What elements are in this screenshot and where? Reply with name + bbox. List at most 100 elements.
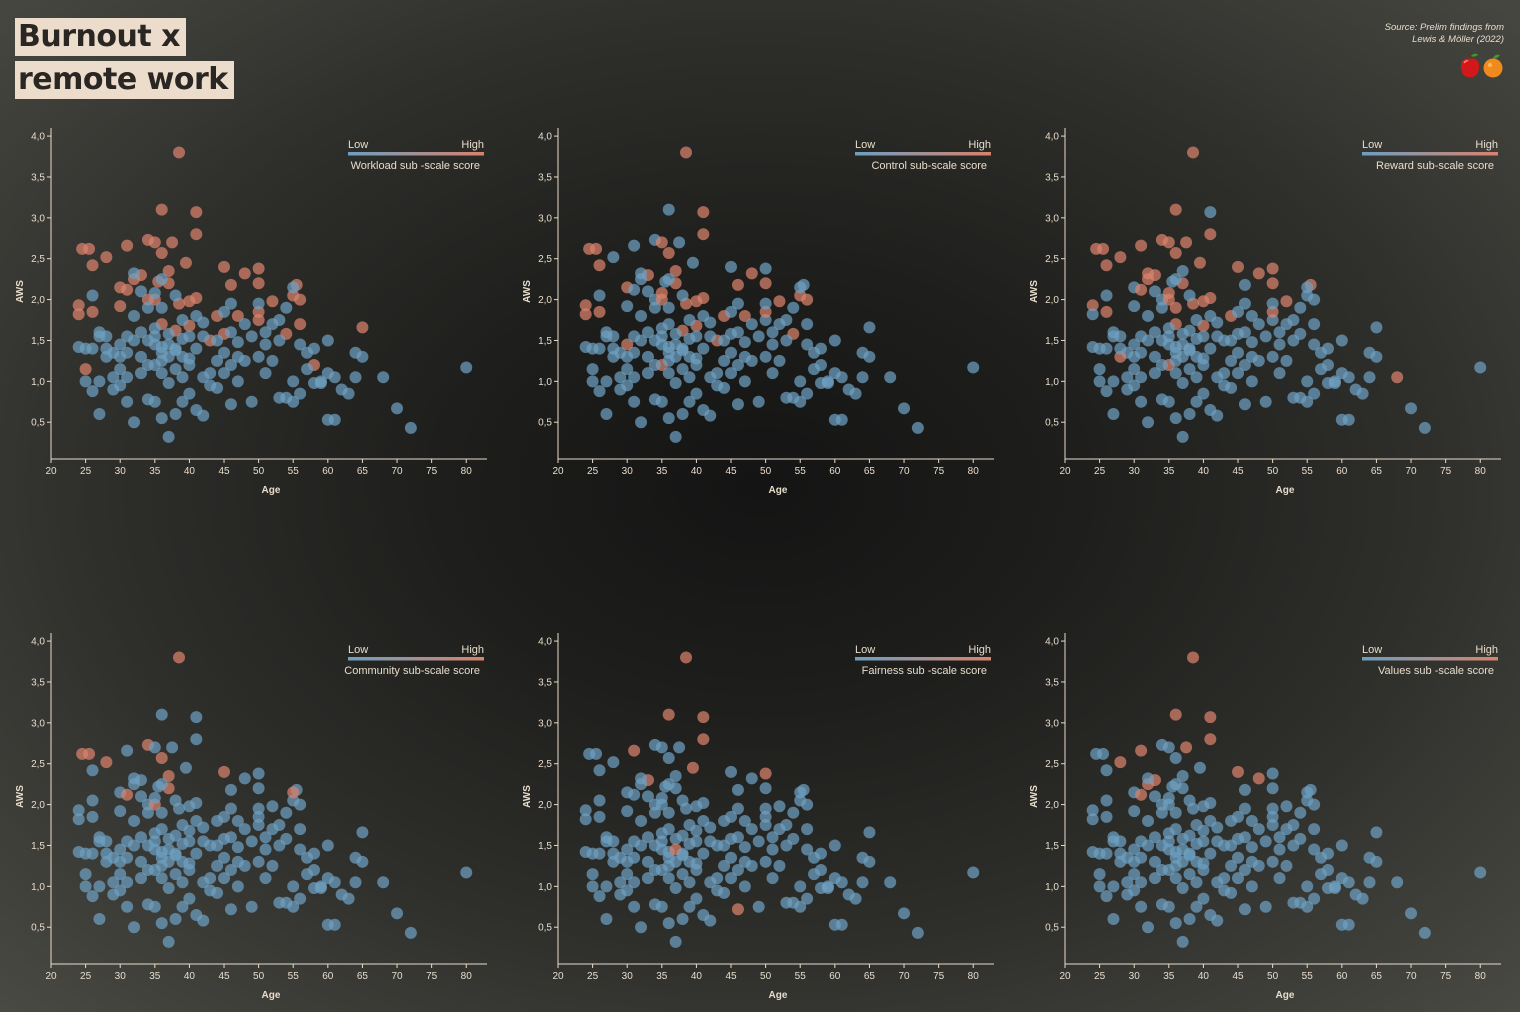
data-point: [1121, 371, 1134, 384]
data-point: [593, 794, 606, 807]
chart-community: 20 25 30 35 40 45 50 55 60 65 70 75 80 0,5 1,0 1,5 2,0 2,…: [10, 623, 490, 1003]
data-point: [697, 206, 710, 219]
data-point: [884, 371, 897, 384]
x-tick-label: 30: [115, 466, 127, 477]
data-point: [718, 859, 731, 872]
data-point: [1225, 886, 1238, 899]
data-point: [648, 358, 661, 371]
data-point: [204, 367, 217, 380]
y-tick-label: 1,5: [31, 841, 45, 852]
data-point: [1135, 283, 1148, 296]
data-point: [1183, 794, 1196, 807]
data-point: [1169, 859, 1182, 872]
data-point: [83, 242, 96, 255]
data-point: [190, 711, 203, 724]
data-point: [238, 318, 251, 331]
data-point: [1183, 289, 1196, 302]
legend-low-label: Low: [855, 139, 875, 151]
y-tick-label: 0,5: [1045, 418, 1059, 429]
data-point: [121, 788, 134, 801]
data-point: [252, 802, 265, 815]
data-point: [148, 322, 161, 335]
data-point: [162, 376, 175, 389]
data-point: [690, 352, 703, 365]
data-point: [752, 900, 765, 913]
data-point: [1301, 395, 1314, 408]
y-tick-label: 2,5: [1045, 254, 1059, 265]
data-point: [1197, 835, 1210, 848]
data-point: [148, 900, 161, 913]
data-point: [662, 806, 675, 819]
data-point: [169, 794, 182, 807]
data-point: [141, 863, 154, 876]
data-point: [780, 334, 793, 347]
data-point: [1142, 267, 1155, 280]
data-point: [1100, 385, 1113, 398]
data-point: [593, 289, 606, 302]
data-point: [655, 741, 668, 754]
legend-low-label: Low: [1362, 139, 1382, 151]
data-point: [738, 814, 751, 827]
data-point: [635, 416, 648, 429]
data-point: [197, 821, 210, 834]
y-tick-label: 2,0: [1045, 800, 1059, 811]
x-tick-label: 25: [80, 971, 92, 982]
data-point: [759, 350, 772, 363]
data-point: [1232, 260, 1245, 273]
data-point: [849, 387, 862, 400]
data-point: [1162, 792, 1175, 805]
data-point: [835, 876, 848, 889]
data-point: [93, 880, 106, 893]
data-point: [231, 880, 244, 893]
data-point: [731, 326, 744, 339]
data-point: [1342, 918, 1355, 931]
x-tick-label: 25: [587, 971, 599, 982]
data-point: [1100, 259, 1113, 272]
data-point: [628, 330, 641, 343]
data-point: [93, 913, 106, 926]
data-point: [1169, 301, 1182, 314]
data-point: [1321, 342, 1334, 355]
data-point: [1308, 892, 1321, 905]
data-point: [321, 334, 334, 347]
data-point: [148, 287, 161, 300]
data-point: [128, 267, 141, 280]
data-point: [697, 733, 710, 746]
data-point: [231, 336, 244, 349]
data-point: [121, 900, 134, 913]
x-tick-label: 60: [1336, 466, 1348, 477]
legend-title: Control sub-scale score: [871, 160, 987, 172]
y-tick-label: 4,0: [1045, 637, 1059, 648]
data-point: [162, 769, 175, 782]
data-point: [1204, 796, 1217, 809]
data-point: [259, 843, 272, 856]
data-point: [211, 859, 224, 872]
data-point: [911, 926, 924, 939]
x-tick-label: 65: [864, 971, 876, 982]
data-point: [593, 259, 606, 272]
data-point: [211, 839, 224, 852]
data-point: [377, 371, 390, 384]
data-point: [683, 900, 696, 913]
data-point: [155, 367, 168, 380]
y-tick-label: 2,0: [538, 800, 552, 811]
x-tick-label: 45: [725, 466, 737, 477]
data-point: [259, 831, 272, 844]
data-point: [155, 806, 168, 819]
data-point: [1142, 921, 1155, 934]
data-point: [586, 363, 599, 376]
data-point: [1266, 782, 1279, 795]
data-point: [294, 798, 307, 811]
x-tick-label: 30: [115, 971, 127, 982]
data-point: [1204, 733, 1217, 746]
data-point: [655, 287, 668, 300]
data-point: [863, 350, 876, 363]
data-point: [1197, 892, 1210, 905]
data-point: [579, 299, 592, 312]
data-point: [1252, 823, 1265, 836]
data-point: [1193, 256, 1206, 269]
data-point: [1176, 769, 1189, 782]
data-point: [731, 802, 744, 815]
data-point: [356, 826, 369, 839]
data-point: [169, 289, 182, 302]
